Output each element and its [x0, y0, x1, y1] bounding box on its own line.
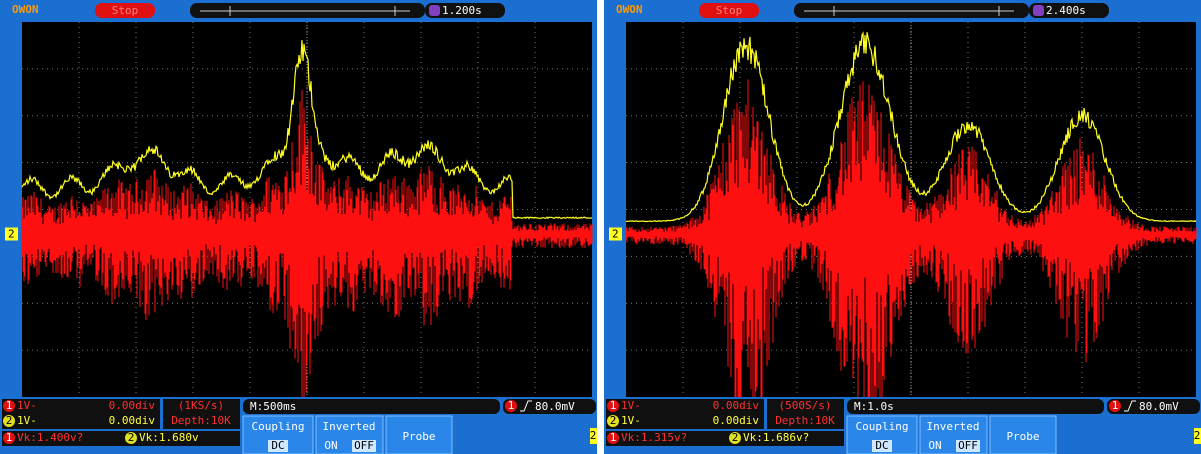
ch1-offset: 0.00div — [713, 399, 760, 412]
probe-label: Probe — [1006, 430, 1039, 443]
trigger-icon — [1033, 5, 1044, 16]
ch2-offset: 0.00div — [109, 414, 156, 427]
ch2-number: 2 — [610, 414, 617, 427]
coupling-label: Coupling — [856, 420, 909, 433]
ch1-offset: 0.00div — [109, 399, 156, 412]
vk2: Vk:1.686v? — [743, 431, 809, 444]
ch2-number: 2 — [6, 414, 13, 427]
vk1-number: 1 — [610, 431, 617, 444]
vk1-number: 1 — [6, 431, 13, 444]
menu-channel: 2 — [1194, 429, 1201, 442]
coupling-value: DC — [271, 439, 284, 452]
coupling-label: Coupling — [252, 420, 305, 433]
memory-depth: Depth:10K — [171, 414, 231, 427]
timebase: M:1.0s — [854, 400, 894, 413]
ch1-number: 1 — [6, 399, 13, 412]
ch2-offset: 0.00div — [713, 414, 760, 427]
trigger-source: 1 — [508, 399, 515, 412]
probe-label: Probe — [402, 430, 435, 443]
run-status: Stop — [112, 4, 139, 17]
trigger-icon — [429, 5, 440, 16]
trigger-level: 80.0mV — [1139, 400, 1179, 413]
sample-rate: (500S/s) — [779, 399, 832, 412]
timebase: M:500ms — [250, 400, 296, 413]
memory-depth: Depth:10K — [775, 414, 835, 427]
trigger-source: 1 — [1112, 399, 1119, 412]
trigger-level: 80.0mV — [535, 400, 575, 413]
ch1-number: 1 — [610, 399, 617, 412]
oscilloscope-screenshots: OWONStop1.200s211V-0.00div21V-0.00div(1K… — [0, 0, 1201, 454]
menu-channel: 2 — [590, 429, 597, 442]
vk2-number: 2 — [732, 431, 739, 444]
scope-screen: OWON Stop 1.200s 2 1 1V- 0.00div 2 1V- 0.00div (1K… — [0, 0, 597, 454]
inverted-label: Inverted — [927, 420, 980, 433]
vk1: Vk:1.315v? — [621, 431, 687, 444]
ch2-marker-label: 2 — [612, 228, 619, 241]
ch2-marker-label: 2 — [8, 228, 15, 241]
inverted-label: Inverted — [323, 420, 376, 433]
inverted-off: OFF — [354, 439, 374, 452]
run-status: Stop — [716, 4, 743, 17]
inverted-on: ON — [324, 439, 337, 452]
vk2-number: 2 — [128, 431, 135, 444]
trigger-time: 2.400s — [1046, 4, 1086, 17]
ch2-scale: 1V- — [17, 414, 37, 427]
trigger-time: 1.200s — [442, 4, 482, 17]
ch2-scale: 1V- — [621, 414, 641, 427]
vk1: Vk:1.400v? — [17, 431, 83, 444]
ch1-scale: 1V- — [17, 399, 37, 412]
sample-rate: (1KS/s) — [178, 399, 224, 412]
inverted-off: OFF — [958, 439, 978, 452]
inverted-on: ON — [928, 439, 941, 452]
coupling-value: DC — [875, 439, 888, 452]
scope-screen: OWON Stop 2.400s 2 1 1V- 0.00div 2 1V- 0.00div (50… — [604, 0, 1201, 454]
brand-logo: OWON — [12, 3, 39, 16]
vk2: Vk:1.680v — [139, 431, 199, 444]
ch1-scale: 1V- — [621, 399, 641, 412]
brand-logo: OWON — [616, 3, 643, 16]
